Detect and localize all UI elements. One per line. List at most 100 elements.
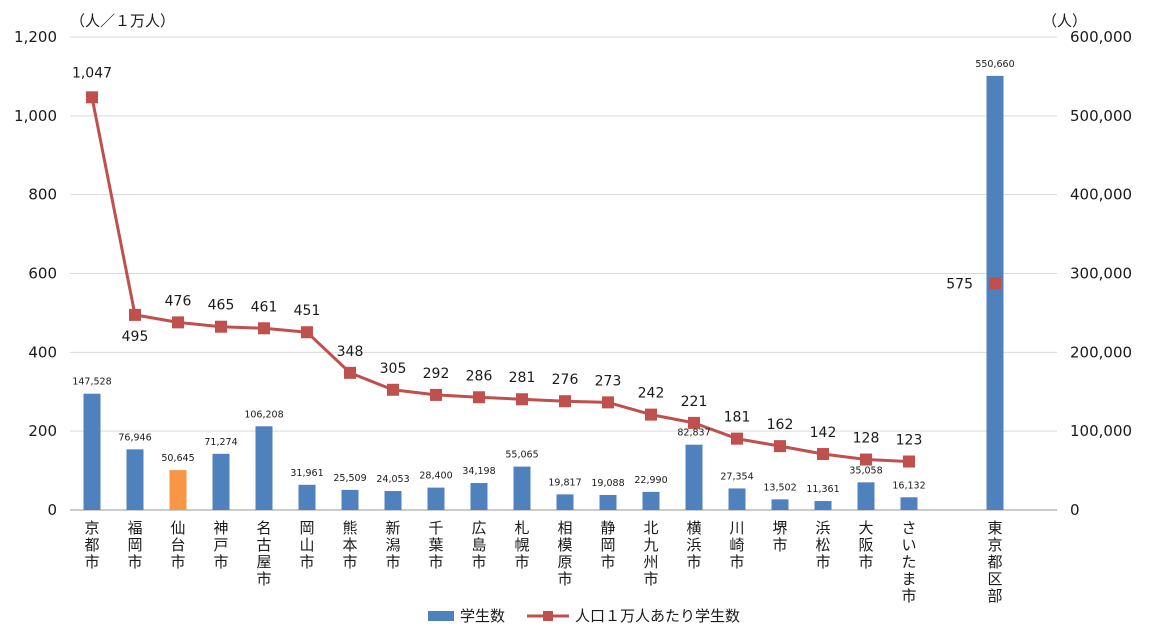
- category-label: 市: [385, 553, 400, 571]
- legend-label-line: 人口１万人あたり学生数: [575, 607, 740, 625]
- category-label: 市: [858, 553, 873, 571]
- left-tick-label: 1,000: [14, 107, 57, 125]
- line-series: [86, 91, 1001, 468]
- line-value-label: 495: [122, 329, 149, 345]
- category-label: 古: [256, 536, 271, 554]
- line-value-label: 461: [251, 299, 278, 315]
- line-marker: [301, 326, 313, 339]
- category-label: 九: [643, 536, 658, 554]
- category-label: 市: [299, 553, 314, 571]
- line-marker: [344, 366, 356, 379]
- bar-value-label: 55,065: [505, 450, 538, 461]
- line-value-label: 476: [165, 293, 192, 309]
- bar-value-label: 35,058: [849, 465, 882, 476]
- category-label: 戸: [213, 536, 228, 554]
- category-label: 島: [471, 536, 486, 554]
- line-value-label: 242: [638, 386, 665, 402]
- category-label: 台: [170, 536, 185, 554]
- bar: [255, 426, 273, 510]
- data-labels: 147,528 76,946 50,645 71,274 106,208 31,961 25…: [72, 59, 1015, 495]
- bar-value-label: 76,946: [118, 432, 151, 443]
- category-label: 東: [987, 519, 1002, 537]
- category-label: 市: [643, 570, 658, 588]
- category-label: 市: [342, 553, 357, 571]
- right-tick-label: 0: [1070, 501, 1080, 519]
- bar: [556, 494, 574, 510]
- right-axis-unit: （人）: [1042, 12, 1087, 30]
- right-tick-label: 400,000: [1070, 186, 1132, 204]
- left-tick-label: 0: [47, 501, 57, 519]
- line-marker: [903, 455, 915, 468]
- category-label: 幌: [514, 536, 529, 554]
- bar-value-label: 28,400: [419, 471, 452, 482]
- line-value-label: 281: [509, 370, 536, 386]
- category-label: 浜: [815, 519, 830, 537]
- category-label: 崎: [729, 536, 744, 554]
- category-label: 相: [557, 519, 572, 537]
- line-value-label: 128: [853, 431, 880, 447]
- line-marker: [817, 448, 829, 461]
- category-label: 原: [557, 553, 572, 571]
- category-label: た: [901, 553, 916, 571]
- bar: [384, 491, 402, 510]
- left-tick-label: 1,200: [14, 28, 57, 46]
- category-label: 静: [600, 519, 615, 537]
- line-marker: [129, 308, 141, 321]
- category-label: 市: [557, 570, 572, 588]
- category-label: 部: [987, 587, 1002, 605]
- bar-series: [83, 75, 1004, 511]
- line-marker: [559, 395, 571, 408]
- category-label: 浜: [686, 536, 701, 554]
- bar-value-label: 34,198: [462, 466, 495, 477]
- category-label: 京: [987, 536, 1002, 554]
- category-label: い: [901, 536, 916, 554]
- line-value-label: 292: [423, 366, 450, 382]
- category-label: 山: [299, 536, 314, 554]
- category-label: 都: [987, 553, 1002, 571]
- category-label: 区: [987, 570, 1002, 588]
- category-label: 市: [772, 536, 787, 554]
- bar: [212, 453, 230, 510]
- category-label: 市: [901, 587, 916, 605]
- category-label: 都: [84, 536, 99, 554]
- bar-value-label: 24,053: [376, 474, 409, 485]
- bar-value-label: 22,990: [634, 475, 667, 486]
- line-marker: [516, 393, 528, 406]
- bar: [771, 499, 789, 510]
- bar: [986, 75, 1004, 511]
- category-label: 潟: [385, 536, 400, 554]
- bar: [470, 483, 488, 510]
- category-label: 本: [342, 536, 357, 554]
- line-marker: [430, 388, 442, 401]
- right-tick-label: 600,000: [1070, 28, 1132, 46]
- line-value-label: 348: [337, 344, 364, 360]
- category-label: 市: [686, 553, 701, 571]
- bar-value-label: 25,509: [333, 473, 366, 484]
- bar-value-label: 19,088: [591, 478, 624, 489]
- category-label: 福: [127, 519, 142, 537]
- category-label: 市: [127, 553, 142, 571]
- bar: [685, 444, 703, 510]
- left-tick-label: 400: [28, 343, 57, 361]
- bar-value-label: 106,208: [244, 409, 283, 420]
- category-label: 名: [256, 519, 271, 537]
- bar-value-label: 13,502: [763, 482, 796, 493]
- bar-value-label: 16,132: [892, 480, 925, 491]
- line-marker: [860, 453, 872, 466]
- bar: [341, 489, 359, 510]
- bar: [728, 488, 746, 510]
- bar-value-label: 82,837: [677, 428, 710, 439]
- category-label: 大: [858, 519, 873, 537]
- line-marker: [602, 396, 614, 409]
- line-value-label: 142: [810, 425, 837, 441]
- category-label: 市: [729, 553, 744, 571]
- line-value-label: 575: [946, 276, 973, 292]
- category-label: 神: [213, 519, 228, 537]
- legend: 学生数 人口１万人あたり学生数: [428, 607, 740, 625]
- left-tick-label: 800: [28, 186, 57, 204]
- line-marker: [989, 277, 1001, 290]
- bar: [298, 484, 316, 510]
- category-label: 川: [729, 519, 744, 537]
- line-marker: [731, 432, 743, 445]
